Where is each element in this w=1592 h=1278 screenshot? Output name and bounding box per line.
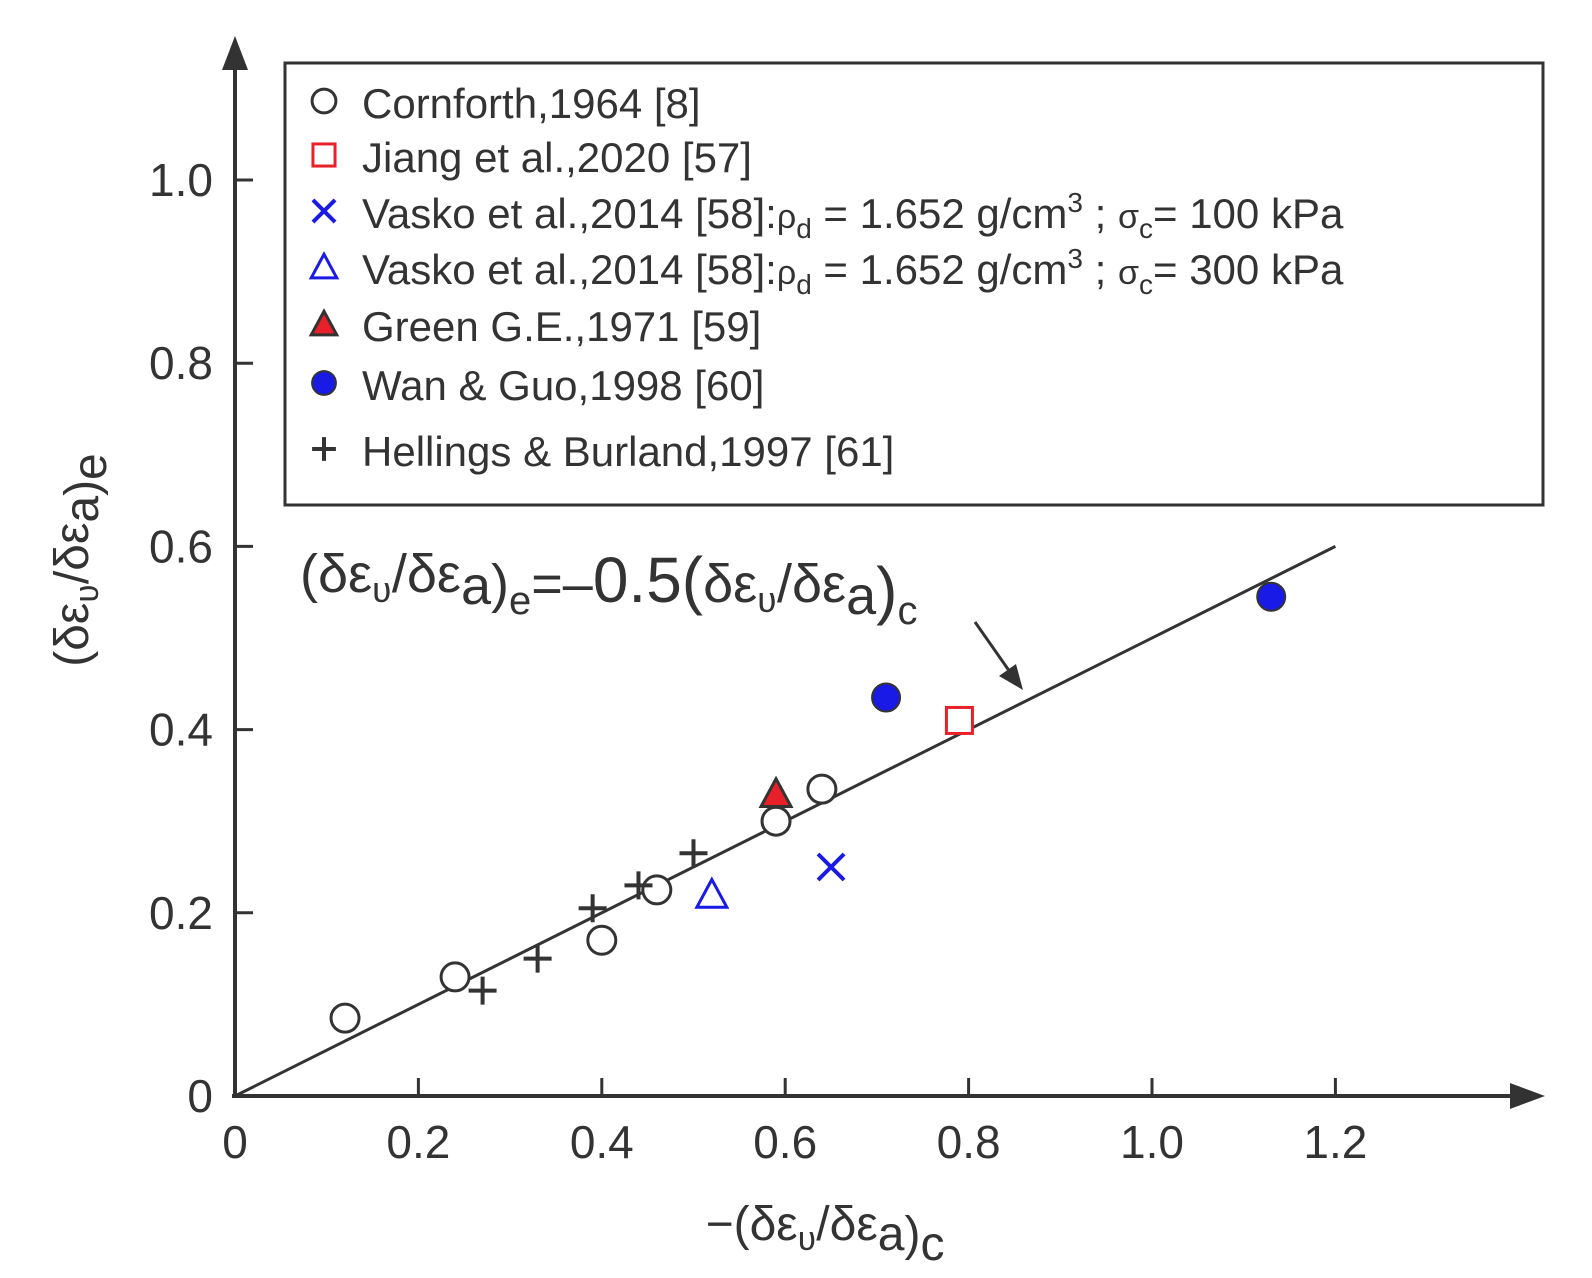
- x-tick-label: 0.6: [753, 1116, 817, 1168]
- data-point-series-6: [679, 839, 708, 868]
- eq-sub2: a: [461, 556, 492, 616]
- data-point-series-6: [624, 871, 653, 900]
- x-axis-label: −(δεʋ/δεa)c: [706, 1198, 945, 1271]
- eq-close: ): [491, 554, 509, 614]
- data-point-series-0: [439, 961, 471, 993]
- y-tick-label: 0.6: [149, 520, 213, 572]
- data-point-series-6: [468, 976, 497, 1005]
- eq-coef: 0.5: [593, 544, 682, 616]
- eq-sub4: a: [846, 566, 877, 626]
- data-point-series-0: [641, 874, 673, 906]
- x-tick-label: 0.8: [937, 1116, 1001, 1168]
- x-tick-label: 1.2: [1303, 1116, 1367, 1168]
- data-point-series-6: [578, 894, 607, 923]
- legend-marker-1: [311, 142, 337, 168]
- y-tick-label: 0.4: [149, 704, 213, 756]
- data-point-series-5: [871, 682, 902, 713]
- legend-label-5: Wan & Guo,1998 [60]: [362, 362, 764, 409]
- legend-marker-5: [311, 370, 337, 396]
- data-point-series-3: [694, 876, 730, 909]
- eq-slash: /: [392, 544, 407, 604]
- legend-marker-0: [310, 87, 338, 115]
- data-point-series-0: [586, 924, 618, 956]
- y-ticks: 0 0.2 0.4 0.6 0.8 1.0: [149, 154, 253, 1122]
- eq-d4: δε: [792, 554, 846, 614]
- eq-sub3: ʋ: [757, 579, 777, 620]
- eq-d3: δε: [703, 554, 757, 614]
- legend: Cornforth,1964 [8] Jiang et al.,2020 [57]…: [283, 61, 1545, 507]
- eq-close2: ): [876, 554, 897, 626]
- eq-d1: δε: [318, 544, 372, 604]
- data-point-series-4: [758, 775, 794, 808]
- data-point-series-2: [816, 852, 846, 882]
- y-tick-label: 0: [187, 1070, 213, 1122]
- y-tick-label: 1.0: [149, 154, 213, 206]
- x-axis-arrow: [1510, 1083, 1545, 1109]
- legend-label-6: Hellings & Burland,1997 [61]: [362, 428, 894, 475]
- data-point-series-0: [806, 773, 838, 805]
- legend-marker-6: [312, 437, 336, 461]
- legend-label-0: Cornforth,1964 [8]: [362, 80, 701, 127]
- data-point-series-6: [523, 944, 552, 973]
- x-tick-label: 0: [222, 1116, 248, 1168]
- legend-marker-2: [311, 198, 337, 224]
- data-point-series-5: [1256, 581, 1287, 612]
- svg-text:(δεʋ/δεa)e=–0.5(δεʋ/δεa)c: (δεʋ/δεa)e=–0.5(δεʋ/δεa)c: [300, 544, 917, 633]
- eq-equals: =–: [531, 554, 593, 614]
- legend-label-3: Vasko et al.,2014 [58]:ρd = 1.652 g/cm3 …: [362, 243, 1344, 300]
- annotation-arrow-head: [999, 664, 1023, 690]
- x-tick-label: 0.2: [386, 1116, 450, 1168]
- eq-open2: (: [682, 544, 703, 616]
- legend-label-2: Vasko et al.,2014 [58]:ρd = 1.652 g/cm3 …: [362, 187, 1344, 244]
- eq-open: (: [300, 544, 318, 604]
- eq-sub-e: e: [509, 579, 531, 623]
- legend-label-4: Green G.E.,1971 [59]: [362, 303, 761, 350]
- eq-sub-c: c: [897, 589, 917, 633]
- y-tick-label: 0.2: [149, 887, 213, 939]
- data-point-series-0: [329, 1002, 361, 1034]
- data-points: [329, 581, 1287, 1034]
- x-ticks: 0 0.2 0.4 0.6 0.8 1.0 1.2: [222, 1078, 1367, 1168]
- y-tick-label: 0.8: [149, 337, 213, 389]
- data-point-series-0: [760, 805, 792, 837]
- y-axis-label: (δεʋ/δεa)e: [46, 453, 117, 667]
- legend-label-1: Jiang et al.,2020 [57]: [362, 134, 752, 181]
- legend-marker-4: [308, 308, 340, 337]
- x-tick-label: 1.0: [1120, 1116, 1184, 1168]
- eq-slash2: /: [777, 554, 792, 614]
- axes: [222, 36, 1545, 1109]
- x-tick-label: 0.4: [570, 1116, 634, 1168]
- equation-annotation: (δεʋ/δεa)e=–0.5(δεʋ/δεa)c: [300, 544, 1023, 690]
- legend-marker-3: [308, 251, 340, 280]
- legend-box: [283, 61, 1545, 507]
- eq-sub1: ʋ: [372, 569, 392, 610]
- y-axis-arrow: [222, 36, 248, 70]
- eq-d2: δε: [407, 544, 461, 604]
- data-point-series-1: [944, 705, 974, 735]
- annotation-arrow-line: [973, 621, 1012, 673]
